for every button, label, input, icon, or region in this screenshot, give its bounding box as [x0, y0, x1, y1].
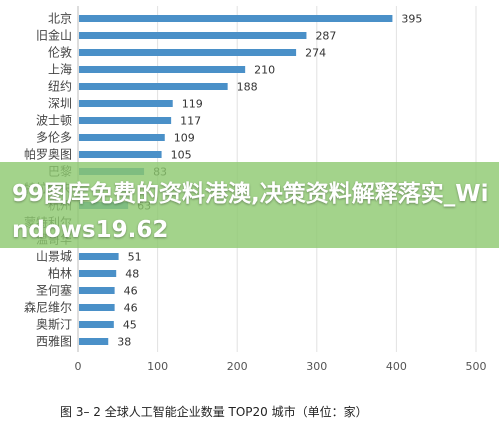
category-label: 柏林	[48, 266, 72, 281]
bar	[79, 100, 173, 107]
value-label: 51	[128, 251, 142, 264]
chart-caption: 图 3– 2 全球人工智能企业数量 TOP20 城市（单位：家）	[60, 404, 368, 419]
value-label: 210	[254, 64, 275, 77]
category-label: 旧金山	[36, 28, 72, 43]
bar	[79, 253, 119, 260]
value-label: 188	[237, 81, 258, 94]
x-tick-label: 200	[227, 360, 248, 373]
category-label: 上海	[48, 62, 72, 77]
category-label: 多伦多	[36, 130, 72, 145]
x-tick-label: 300	[306, 360, 327, 373]
value-label: 109	[174, 132, 195, 145]
category-label: 山景城	[36, 250, 72, 264]
category-label: 北京	[48, 12, 72, 26]
banner-text: 99图库免费的资料港澳,决策资料解释落实_Windows19.62	[12, 181, 489, 243]
category-label: 帕罗奥图	[24, 147, 72, 162]
value-label: 287	[315, 30, 336, 43]
value-label: 45	[123, 319, 137, 332]
bar	[79, 15, 393, 22]
value-label: 119	[182, 98, 203, 111]
category-label: 奥斯汀	[36, 318, 72, 332]
bar	[79, 66, 246, 73]
category-label: 圣何塞	[36, 283, 72, 298]
bar	[79, 270, 117, 277]
bar	[79, 134, 165, 141]
bar	[79, 49, 297, 56]
category-label: 纽约	[48, 79, 72, 94]
value-label: 38	[117, 336, 131, 349]
promo-banner: 99图库免费的资料港澳,决策资料解释落实_Windows19.62	[0, 162, 499, 248]
category-label: 深圳	[48, 97, 72, 111]
bar	[79, 321, 114, 328]
value-label: 46	[124, 285, 138, 298]
x-tick-label: 100	[147, 360, 168, 373]
category-label: 波士顿	[36, 114, 72, 128]
bar	[79, 117, 172, 124]
x-tick-labels: 0 100 200 300 400 500	[75, 360, 487, 373]
value-label: 395	[401, 13, 422, 26]
value-label: 117	[180, 115, 201, 128]
value-label: 46	[124, 302, 138, 315]
x-tick-label: 400	[386, 360, 407, 373]
category-label: 伦敦	[48, 45, 72, 60]
value-label: 48	[125, 268, 139, 281]
value-label: 274	[305, 47, 326, 60]
bar	[79, 83, 228, 90]
category-label: 西雅图	[36, 334, 72, 349]
bar	[79, 151, 162, 158]
value-label: 105	[171, 149, 192, 162]
bar	[79, 338, 109, 345]
bar	[79, 32, 307, 39]
x-tick-label: 0	[75, 360, 82, 373]
x-tick-label: 500	[466, 360, 487, 373]
bar	[79, 304, 115, 311]
bars	[79, 15, 393, 345]
category-label: 森尼维尔	[24, 300, 72, 315]
bar	[79, 287, 115, 294]
